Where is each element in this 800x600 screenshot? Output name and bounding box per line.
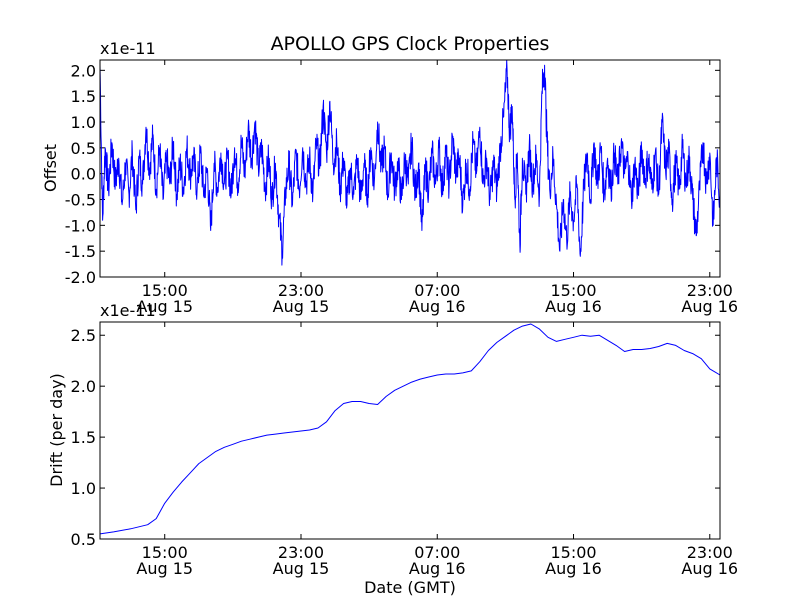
offset-xtick-time: 15:00: [142, 281, 188, 300]
offset-ytick-label: -1.5: [65, 242, 96, 261]
drift-ytick-label: 0.5: [71, 530, 96, 549]
offset-ytick-label: -1.0: [65, 216, 96, 235]
offset-ytick-label: -0.5: [65, 191, 96, 210]
offset-ytick-label: 1.5: [71, 87, 96, 106]
offset-xtick-date: Aug 16: [545, 297, 602, 316]
drift-xtick-time: 07:00: [414, 543, 460, 562]
offset-xtick-time: 23:00: [278, 281, 324, 300]
offset-xtick-time: 07:00: [414, 281, 460, 300]
offset-ytick-label: -2.0: [65, 268, 96, 287]
drift-xtick-time: 15:00: [142, 543, 188, 562]
offset-line: [99, 59, 721, 266]
drift-series: [99, 323, 721, 535]
drift-y-axis-label: Drift (per day): [47, 373, 66, 487]
x-axis-label: Date (GMT): [364, 578, 456, 597]
drift-ytick-label: 1.0: [71, 479, 96, 498]
drift-xtick-time: 15:00: [550, 543, 596, 562]
offset-xtick-time: 23:00: [687, 281, 733, 300]
drift-scale-label: x1e-11: [100, 301, 156, 320]
drift-xtick-date: Aug 16: [681, 559, 738, 578]
drift-xtick-time: 23:00: [278, 543, 324, 562]
offset-xtick-date: Aug 15: [273, 297, 330, 316]
offset-xtick-date: Aug 16: [681, 297, 738, 316]
drift-xtick-date: Aug 15: [273, 559, 330, 578]
offset-ticks: -2.0-1.5-1.0-0.50.00.51.01.52.015:00Aug …: [65, 60, 738, 316]
drift-plot-frame: [99, 321, 721, 540]
offset-ytick-label: 1.0: [71, 113, 96, 132]
chart-title: APOLLO GPS Clock Properties: [271, 33, 550, 55]
drift-ytick-label: 1.5: [71, 428, 96, 447]
offset-xtick-time: 15:00: [550, 281, 596, 300]
offset-plot-frame: [99, 59, 721, 278]
drift-xtick-date: Aug 16: [545, 559, 602, 578]
drift-xtick-date: Aug 15: [136, 559, 193, 578]
drift-ytick-label: 2.0: [71, 377, 96, 396]
offset-scale-label: x1e-11: [100, 39, 156, 58]
offset-ytick-label: 2.0: [71, 61, 96, 80]
offset-xtick-date: Aug 16: [409, 297, 466, 316]
offset-xtick-date: Aug 15: [136, 297, 193, 316]
drift-xtick-time: 23:00: [687, 543, 733, 562]
offset-ytick-label: 0.0: [71, 165, 96, 184]
drift-xtick-date: Aug 16: [409, 559, 466, 578]
offset-panel: -2.0-1.5-1.0-0.50.00.51.01.52.015:00Aug …: [41, 39, 738, 316]
offset-ytick-label: 0.5: [71, 139, 96, 158]
drift-line: [99, 323, 721, 535]
drift-ytick-label: 2.5: [71, 326, 96, 345]
offset-series: [99, 59, 721, 266]
offset-y-axis-label: Offset: [41, 144, 60, 192]
